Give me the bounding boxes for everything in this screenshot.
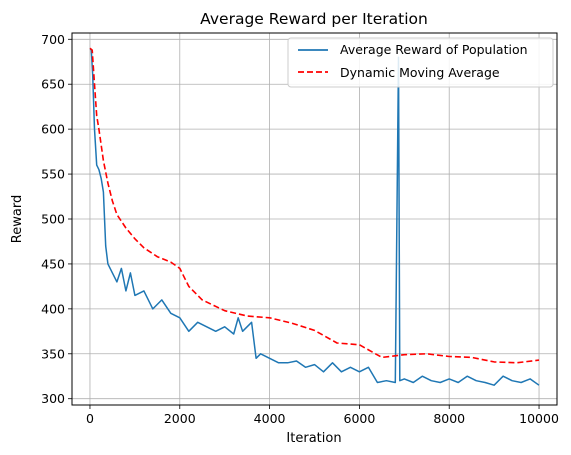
x-tick-label: 6000 (344, 411, 376, 426)
series-line-moving-average (89, 47, 540, 364)
legend-label-moving-average: Dynamic Moving Average (340, 65, 500, 80)
ticks: 0 2000 4000 6000 8000 10000 300 350 400 450 500 550… (41, 32, 559, 426)
series-line-population (89, 47, 540, 386)
x-tick-label: 0 (86, 411, 94, 426)
series-layer (89, 47, 540, 386)
y-tick-label: 400 (41, 301, 65, 316)
legend-label-population: Average Reward of Population (340, 42, 528, 57)
x-axis-label: Iteration (286, 431, 341, 446)
y-tick-label: 700 (41, 32, 65, 47)
y-tick-label: 500 (41, 212, 65, 227)
y-axis-label: Reward (10, 195, 25, 243)
x-tick-label: 2000 (164, 411, 196, 426)
x-tick-label: 4000 (254, 411, 286, 426)
y-tick-label: 550 (41, 167, 65, 182)
y-tick-label: 350 (41, 346, 65, 361)
chart-title: Average Reward per Iteration (200, 10, 428, 28)
y-tick-label: 600 (41, 122, 65, 137)
y-tick-label: 650 (41, 77, 65, 92)
x-tick-label: 8000 (433, 411, 465, 426)
y-tick-label: 450 (41, 256, 65, 271)
legend-box (287, 37, 554, 88)
x-tick-label: 10000 (519, 411, 559, 426)
legend: Average Reward of Population Dynamic Mov… (287, 37, 554, 88)
y-tick-label: 300 (41, 391, 65, 406)
